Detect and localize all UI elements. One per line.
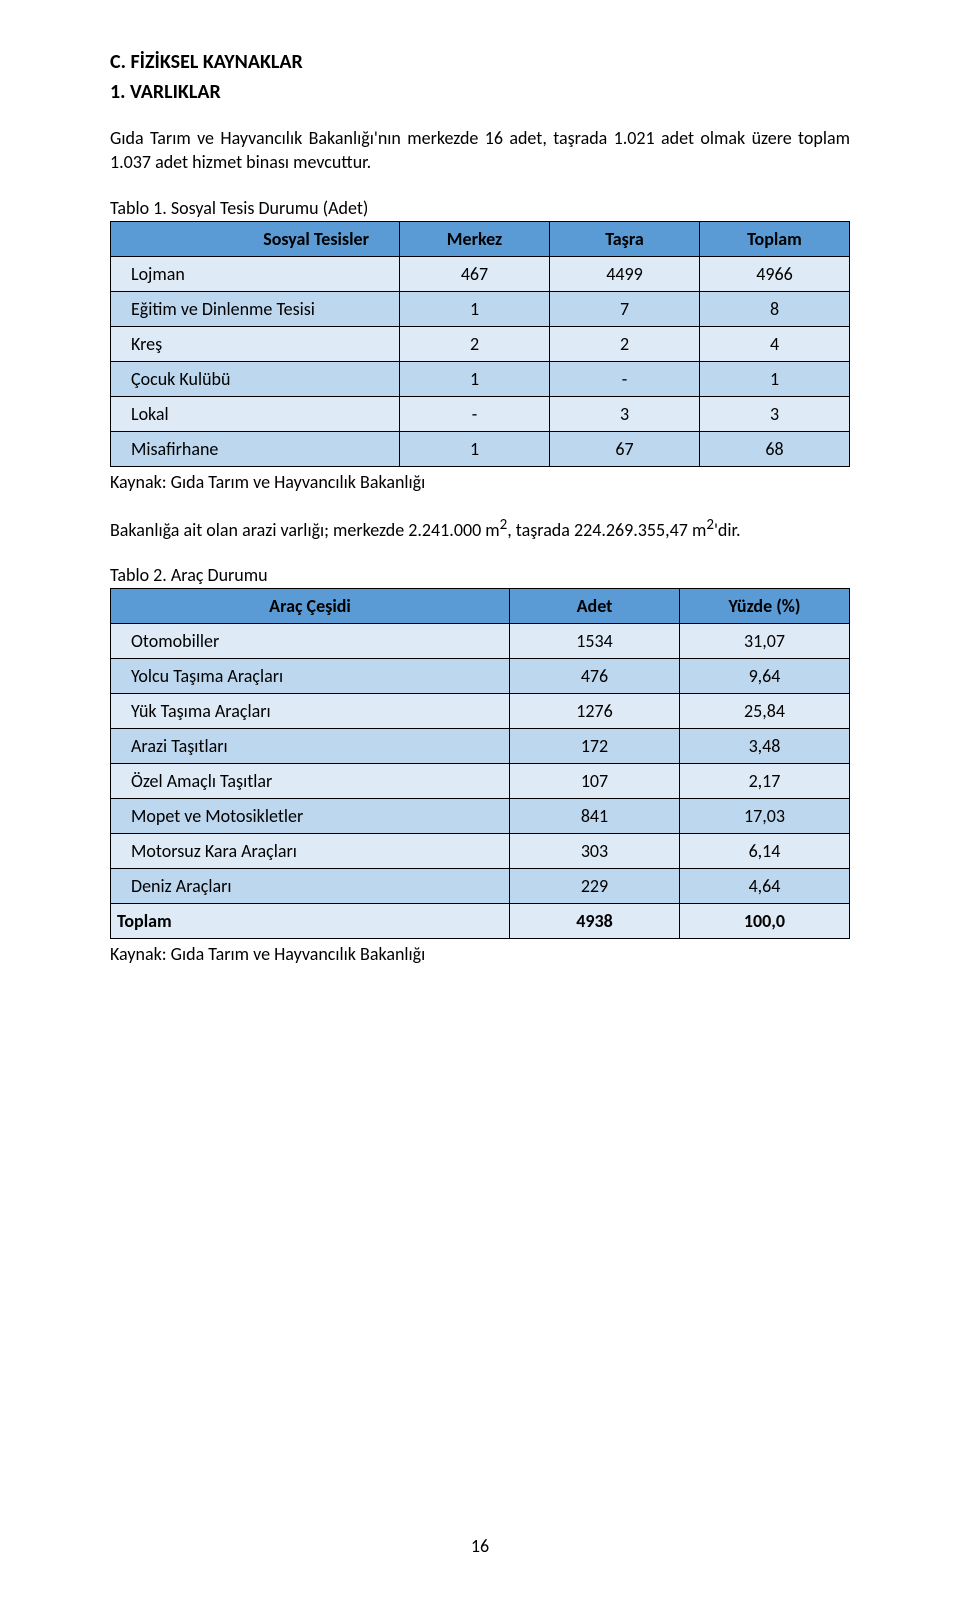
sup-2b: 2 (706, 516, 714, 534)
table-cell: Toplam (111, 903, 510, 938)
t1-header-tesisler: Sosyal Tesisler (111, 221, 400, 256)
table-row: Misafirhane16768 (111, 431, 850, 466)
table-row: Özel Amaçlı Taşıtlar1072,17 (111, 763, 850, 798)
table-cell: 25,84 (680, 693, 850, 728)
table2-source: Kaynak: Gıda Tarım ve Hayvancılık Bakanl… (110, 943, 850, 965)
intro-paragraph-1: Gıda Tarım ve Hayvancılık Bakanlığı'nın … (110, 126, 850, 175)
table2-caption: Tablo 2. Araç Durumu (110, 564, 850, 586)
table-cell: 4499 (550, 256, 700, 291)
table-row: Yolcu Taşıma Araçları4769,64 (111, 658, 850, 693)
p2-part3: 'dir. (714, 519, 741, 541)
table-cell: 1 (700, 361, 850, 396)
table-row: Yük Taşıma Araçları127625,84 (111, 693, 850, 728)
table-cell: 2 (550, 326, 700, 361)
table-cell: 1276 (510, 693, 680, 728)
table-cell: 303 (510, 833, 680, 868)
table-cell: 3,48 (680, 728, 850, 763)
p2-part1: Bakanlığa ait olan arazi varlığı; merkez… (110, 519, 500, 541)
table-row-total: Toplam4938100,0 (111, 903, 850, 938)
table-row: Arazi Taşıtları1723,48 (111, 728, 850, 763)
t1-header-toplam: Toplam (700, 221, 850, 256)
table-cell: 4,64 (680, 868, 850, 903)
table-cell: 4938 (510, 903, 680, 938)
table-cell: 7 (550, 291, 700, 326)
t2-header-adet: Adet (510, 588, 680, 623)
table-arac-durumu: Araç Çeşidi Adet Yüzde (%) Otomobiller15… (110, 588, 850, 939)
table-cell: 9,64 (680, 658, 850, 693)
table-cell: - (400, 396, 550, 431)
table-row: Otomobiller153431,07 (111, 623, 850, 658)
t2-header-cesidi: Araç Çeşidi (111, 588, 510, 623)
table1-source: Kaynak: Gıda Tarım ve Hayvancılık Bakanl… (110, 471, 850, 493)
table-row: Kreş224 (111, 326, 850, 361)
table-cell: 1 (400, 361, 550, 396)
table-cell: 1534 (510, 623, 680, 658)
table-row: Motorsuz Kara Araçları3036,14 (111, 833, 850, 868)
table-cell: Deniz Araçları (111, 868, 510, 903)
table-sosyal-tesis: Sosyal Tesisler Merkez Taşra Toplam Lojm… (110, 221, 850, 467)
table-cell: 8 (700, 291, 850, 326)
table-row: Lojman46744994966 (111, 256, 850, 291)
table-cell: Yük Taşıma Araçları (111, 693, 510, 728)
table-cell: 2 (400, 326, 550, 361)
table-cell: Misafirhane (111, 431, 400, 466)
t2-header-yuzde: Yüzde (%) (680, 588, 850, 623)
table-row: Lokal-33 (111, 396, 850, 431)
table1-caption: Tablo 1. Sosyal Tesis Durumu (Adet) (110, 197, 850, 219)
table-cell: 67 (550, 431, 700, 466)
table-cell: 31,07 (680, 623, 850, 658)
table-cell: 3 (700, 396, 850, 431)
table-cell: Yolcu Taşıma Araçları (111, 658, 510, 693)
table-cell: 107 (510, 763, 680, 798)
table-cell: Arazi Taşıtları (111, 728, 510, 763)
page-number: 16 (0, 1535, 960, 1557)
p2-part2: , taşrada 224.269.355,47 m (507, 519, 706, 541)
table-row: Çocuk Kulübü1-1 (111, 361, 850, 396)
table-cell: - (550, 361, 700, 396)
table-cell: Kreş (111, 326, 400, 361)
table-cell: 17,03 (680, 798, 850, 833)
table-cell: 100,0 (680, 903, 850, 938)
table-cell: 476 (510, 658, 680, 693)
table-row: Mopet ve Motosikletler84117,03 (111, 798, 850, 833)
table-cell: 3 (550, 396, 700, 431)
t1-header-merkez: Merkez (400, 221, 550, 256)
table-cell: Lojman (111, 256, 400, 291)
table-cell: 172 (510, 728, 680, 763)
table-cell: 229 (510, 868, 680, 903)
table-cell: 68 (700, 431, 850, 466)
table-cell: Otomobiller (111, 623, 510, 658)
table-cell: 6,14 (680, 833, 850, 868)
table-row: Eğitim ve Dinlenme Tesisi178 (111, 291, 850, 326)
table-cell: Eğitim ve Dinlenme Tesisi (111, 291, 400, 326)
table-cell: Özel Amaçlı Taşıtlar (111, 763, 510, 798)
table-cell: 467 (400, 256, 550, 291)
table-cell: 4 (700, 326, 850, 361)
table-cell: Lokal (111, 396, 400, 431)
table-cell: 1 (400, 431, 550, 466)
table-row: Deniz Araçları2294,64 (111, 868, 850, 903)
table-cell: 4966 (700, 256, 850, 291)
table-cell: 2,17 (680, 763, 850, 798)
t1-header-tasra: Taşra (550, 221, 700, 256)
table-cell: Motorsuz Kara Araçları (111, 833, 510, 868)
heading-subsection-1: 1. VARLIKLAR (110, 80, 850, 104)
table-cell: 841 (510, 798, 680, 833)
table-cell: Mopet ve Motosikletler (111, 798, 510, 833)
intro-paragraph-2: Bakanlığa ait olan arazi varlığı; merkez… (110, 515, 850, 542)
table-cell: Çocuk Kulübü (111, 361, 400, 396)
heading-section-c: C. FİZİKSEL KAYNAKLAR (110, 50, 850, 74)
table-cell: 1 (400, 291, 550, 326)
